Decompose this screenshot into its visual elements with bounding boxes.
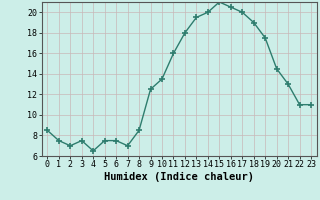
X-axis label: Humidex (Indice chaleur): Humidex (Indice chaleur) xyxy=(104,172,254,182)
